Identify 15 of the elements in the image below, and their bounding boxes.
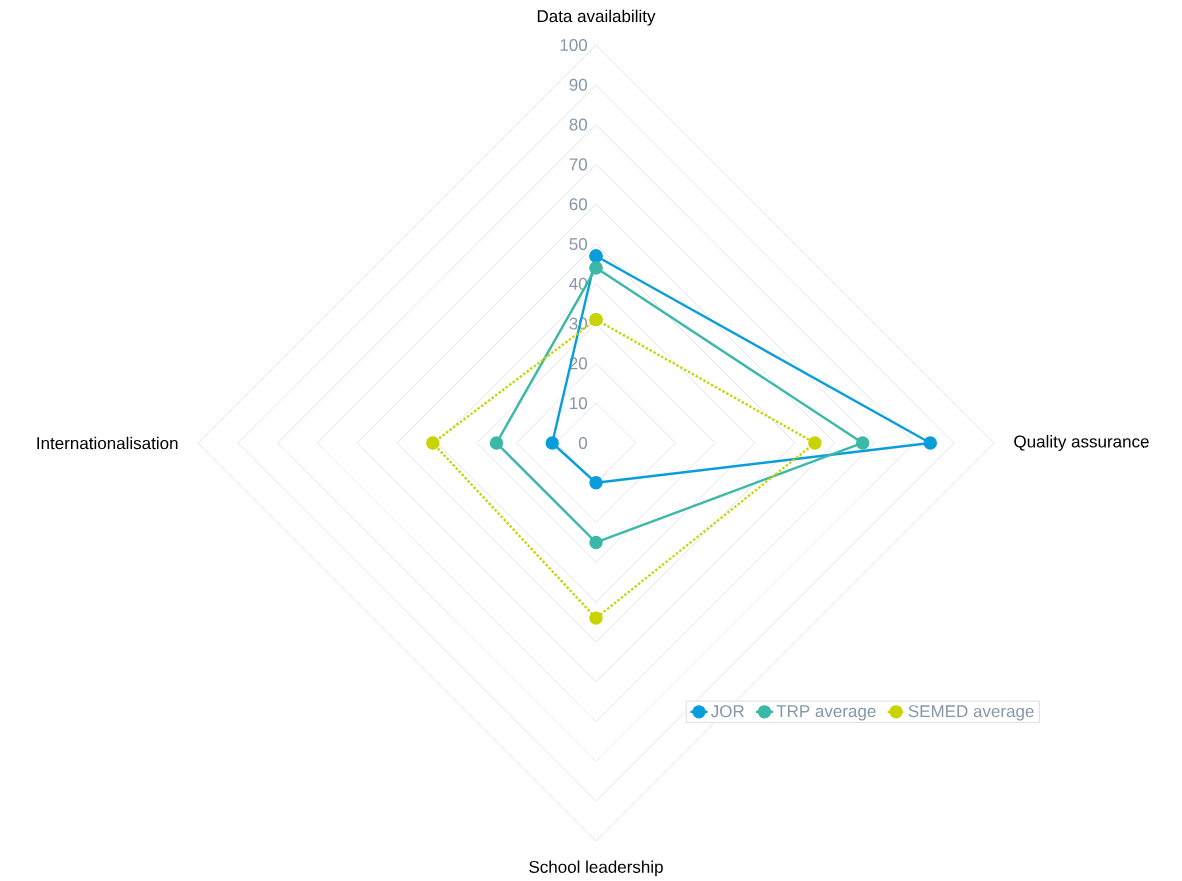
y-tick-label: 10 <box>570 397 588 410</box>
spoke-label: School leadership <box>529 860 663 877</box>
spoke-label: Data availability <box>537 9 656 26</box>
y-tick-label: 60 <box>569 198 588 211</box>
legend-label: SEMED average <box>908 705 1034 721</box>
legend-label: JOR <box>711 705 744 718</box>
spoke-label: Quality assurance <box>1014 435 1149 451</box>
y-tick-label: 100 <box>560 38 588 52</box>
y-tick-label: 50 <box>569 237 588 251</box>
y-tick-label: 80 <box>569 118 588 131</box>
spoke-label: Internationalisation <box>37 436 178 450</box>
legend-label: TRP average <box>776 705 876 721</box>
y-tick-label: 70 <box>569 158 588 171</box>
y-tick-label: 0 <box>578 436 588 450</box>
y-tick-label: 90 <box>569 78 588 91</box>
